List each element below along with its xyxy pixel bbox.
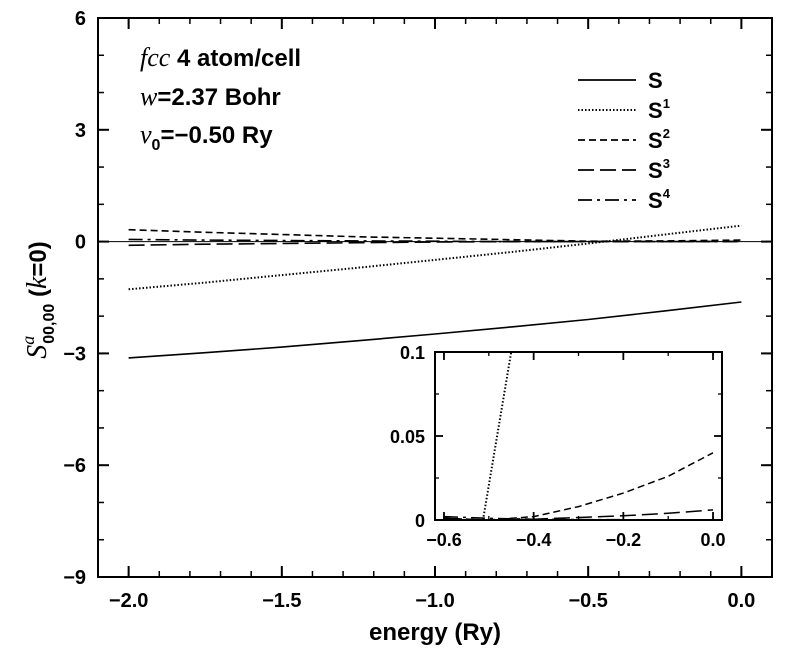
legend-label-sup: 1 (663, 96, 670, 111)
inset-series-line (443, 452, 714, 520)
annotation-v-symbol: v (140, 120, 152, 149)
inset-x-tick-label: 0.0 (701, 530, 726, 550)
y-axis-subscript: 00,00 (41, 304, 58, 344)
annotation-w-symbol: w (140, 82, 158, 111)
y-tick-label: −6 (63, 455, 86, 477)
legend-label-sup: 3 (663, 156, 670, 171)
legend-label: S1 (648, 96, 670, 123)
y-axis-paren-open: ( (25, 289, 52, 304)
inset-x-tick-label: −0.4 (516, 530, 552, 550)
y-tick-label: 6 (75, 8, 86, 30)
annotation-w-value: =2.37 Bohr (157, 84, 280, 111)
legend-label: S4 (648, 186, 671, 213)
annotation-atoms: 4 atom/cell (170, 45, 301, 72)
inset-x-tick-label: −0.6 (426, 530, 462, 550)
main-plot: −2.0 −1.5 −1.0 −0.5 0.0 −9 −6 −3 0 3 6 (63, 8, 773, 612)
y-axis-k-eq: =0 (25, 249, 52, 276)
series-line-S0 (128, 301, 742, 359)
inset-y-tick-label: 0.05 (390, 427, 425, 447)
x-tick-label: −1.0 (415, 590, 454, 612)
inset-plot: −0.6 −0.4 −0.2 0.0 0 0.05 0.1 (390, 343, 726, 550)
annotation-fcc: fcc (140, 43, 171, 72)
y-axis-label: Sa 00,00 (k=0) (18, 241, 58, 359)
x-tick-label: −0.5 (568, 590, 607, 612)
x-tick-label: −2.0 (109, 590, 148, 612)
legend-label-sup: 2 (663, 126, 670, 141)
inset-background (435, 352, 722, 520)
legend-label-sup: 4 (663, 186, 671, 201)
series-line-S1 (128, 224, 742, 291)
inset-y-tick-label: 0 (415, 511, 425, 531)
y-tick-label: −9 (63, 567, 86, 589)
annotation-v-value: =−0.50 Ry (160, 122, 273, 149)
y-axis-superscript: a (18, 336, 38, 345)
x-axis-label: energy (Ry) (369, 619, 501, 646)
y-tick-label: 3 (75, 120, 86, 142)
inset-x-tick-label: −0.2 (606, 530, 642, 550)
annotation-width: w=2.37 Bohr (140, 82, 281, 111)
inset-y-tick-label: 0.1 (400, 343, 425, 363)
y-axis-symbol: S (22, 345, 53, 359)
annotation-potential: v0=−0.50 Ry (140, 120, 273, 154)
annotation-v-sub: 0 (152, 137, 161, 154)
x-tick-label: −1.5 (262, 590, 301, 612)
y-tick-label: 0 (75, 232, 86, 254)
legend-label: S2 (648, 126, 670, 153)
legend-label: S3 (648, 156, 670, 183)
legend-label: S (648, 68, 663, 93)
x-tick-label: 0.0 (727, 590, 755, 612)
series-line-S3 (128, 240, 742, 247)
y-tick-label: −3 (63, 343, 86, 365)
series-line-S4 (128, 238, 742, 243)
y-axis-paren-close: ) (25, 241, 52, 249)
legend: S S1 S2 S3 S4 (578, 68, 671, 213)
annotation-structure: fcc 4 atom/cell (140, 43, 301, 72)
y-axis-k: k (22, 276, 53, 289)
inset-series-line (482, 352, 513, 520)
